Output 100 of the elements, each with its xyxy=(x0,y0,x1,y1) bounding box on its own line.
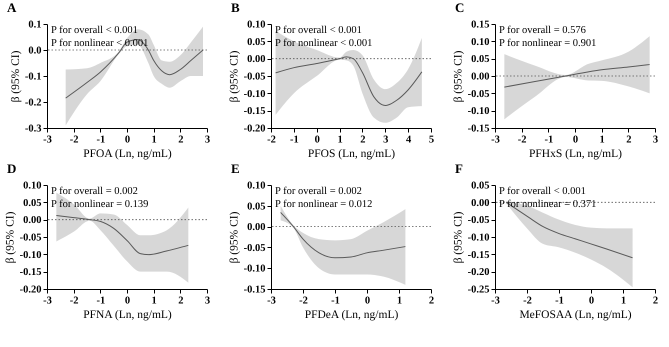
annotation: P for overall = 0.576 xyxy=(499,25,586,36)
y-axis-title: β (95% CI) xyxy=(452,50,465,102)
y-axis-title: β (95% CI) xyxy=(452,211,465,264)
x-tick-label: 2 xyxy=(652,296,658,306)
y-tick-label: 0.15 xyxy=(471,20,490,30)
annotation: P for overall < 0.001 xyxy=(499,186,586,197)
x-tick-label: -1 xyxy=(96,296,106,306)
y-tick-label: -0.15 xyxy=(468,250,490,261)
x-axis-title: PFOA (Ln, ng/mL) xyxy=(83,148,172,160)
y-tick-label: 0.1 xyxy=(28,20,42,30)
y-tick-label: 0.00 xyxy=(471,198,490,209)
annotation: P for overall = 0.002 xyxy=(51,186,138,197)
x-tick-label: -1 xyxy=(96,134,106,146)
x-tick-label: 2 xyxy=(626,134,632,146)
x-tick-label: 1 xyxy=(620,296,626,306)
x-axis-title: PFDeA (Ln, ng/mL) xyxy=(304,309,398,321)
x-tick-label: 0 xyxy=(572,134,578,146)
x-tick-label: -3 xyxy=(43,296,52,306)
x-tick-label: 4 xyxy=(406,134,412,146)
y-tick-label: 0.10 xyxy=(23,180,42,192)
y-tick-label: -0.10 xyxy=(244,264,266,275)
y-tick-label: -0.1 xyxy=(24,72,42,82)
x-tick-label: 2 xyxy=(360,134,366,146)
annotation: P for nonlinear = 0.012 xyxy=(275,199,372,210)
y-tick-label: -0.25 xyxy=(468,284,490,296)
annotation: P for nonlinear < 0.001 xyxy=(275,38,372,49)
y-tick-label: 0.05 xyxy=(471,180,490,192)
chart-title: E xyxy=(231,161,240,176)
x-axis-title: MeFOSAA (Ln, ng/mL) xyxy=(519,309,632,321)
y-tick-label: 0.10 xyxy=(247,180,266,192)
x-tick-label: -1 xyxy=(555,296,564,306)
x-tick-label: 1 xyxy=(152,134,157,146)
y-tick-label: 0.05 xyxy=(247,201,266,212)
x-tick-label: -1 xyxy=(290,134,299,146)
y-axis-title: β (95% CI) xyxy=(4,211,17,264)
y-tick-label: 0.10 xyxy=(247,20,266,30)
chart-title: F xyxy=(455,161,463,176)
annotation: P for nonlinear = 0.901 xyxy=(499,38,596,49)
x-tick-label: 1 xyxy=(337,134,343,146)
x-tick-label: -3 xyxy=(491,134,500,146)
annotation: P for overall < 0.001 xyxy=(51,25,138,36)
x-tick-label: -1 xyxy=(331,296,340,306)
y-tick-label: -0.10 xyxy=(468,232,490,244)
y-axis-title: β (95% CI) xyxy=(228,50,241,102)
y-tick-label: 0.00 xyxy=(471,72,490,82)
y-tick-label: 0.00 xyxy=(247,222,266,234)
y-tick-label: 0.0 xyxy=(28,46,42,56)
y-tick-label: 0.05 xyxy=(471,54,490,66)
y-tick-label: 0.05 xyxy=(247,36,266,48)
x-tick-label: 3 xyxy=(204,296,210,306)
x-tick-label: -2 xyxy=(267,134,276,146)
x-tick-label: 0 xyxy=(124,296,130,306)
x-tick-label: 2 xyxy=(178,296,184,306)
x-tick-label: 1 xyxy=(600,134,605,146)
chart-title: B xyxy=(231,0,240,15)
y-tick-label: -0.15 xyxy=(468,124,490,134)
y-tick-label: -0.10 xyxy=(244,88,266,100)
x-tick-label: 3 xyxy=(204,134,210,146)
x-tick-label: 3 xyxy=(383,134,388,146)
y-tick-label: -0.05 xyxy=(468,215,490,226)
y-tick-label: -0.15 xyxy=(244,284,266,296)
y-tick-label: -0.20 xyxy=(244,124,266,134)
annotation: P for overall = 0.002 xyxy=(275,186,362,197)
chart-title: D xyxy=(7,161,16,176)
x-tick-label: 0 xyxy=(314,134,320,146)
y-tick-label: -0.3 xyxy=(24,124,42,134)
x-tick-label: -2 xyxy=(518,134,527,146)
y-tick-label: -0.05 xyxy=(244,242,266,254)
x-tick-label: 1 xyxy=(396,296,402,306)
y-tick-label: -0.05 xyxy=(244,72,266,82)
x-axis-title: PFOS (Ln, ng/mL) xyxy=(308,148,396,160)
y-tick-label: 0.10 xyxy=(471,36,490,48)
x-axis-title: PFHxS (Ln, ng/mL) xyxy=(529,148,622,160)
chart-title: A xyxy=(7,0,17,15)
x-tick-label: -1 xyxy=(544,134,554,146)
x-tick-label: -2 xyxy=(70,134,79,146)
x-tick-label: 2 xyxy=(428,296,434,306)
x-tick-label: 1 xyxy=(152,296,157,306)
x-tick-label: 5 xyxy=(428,134,434,146)
x-tick-label: 2 xyxy=(178,134,184,146)
x-tick-label: 0 xyxy=(364,296,370,306)
y-tick-label: -0.10 xyxy=(468,106,490,118)
y-tick-label: -0.20 xyxy=(468,267,490,278)
y-tick-label: -0.05 xyxy=(468,88,490,100)
x-tick-label: -3 xyxy=(267,296,276,306)
y-tick-label: -0.15 xyxy=(20,267,42,278)
annotation: P for overall < 0.001 xyxy=(275,25,362,36)
y-axis-title: β (95% CI) xyxy=(10,50,22,102)
y-tick-label: -0.05 xyxy=(20,232,42,244)
x-tick-label: -2 xyxy=(70,296,79,306)
x-tick-label: 0 xyxy=(588,296,594,306)
y-tick-label: -0.2 xyxy=(24,98,42,108)
x-tick-label: -2 xyxy=(299,296,308,306)
x-tick-label: 3 xyxy=(652,134,658,146)
y-tick-label: -0.20 xyxy=(20,284,42,296)
x-tick-label: -2 xyxy=(523,296,532,306)
x-tick-label: -3 xyxy=(491,296,500,306)
x-tick-label: 0 xyxy=(124,134,130,146)
x-tick-label: -3 xyxy=(43,134,52,146)
y-axis-title: β (95% CI) xyxy=(228,211,241,264)
